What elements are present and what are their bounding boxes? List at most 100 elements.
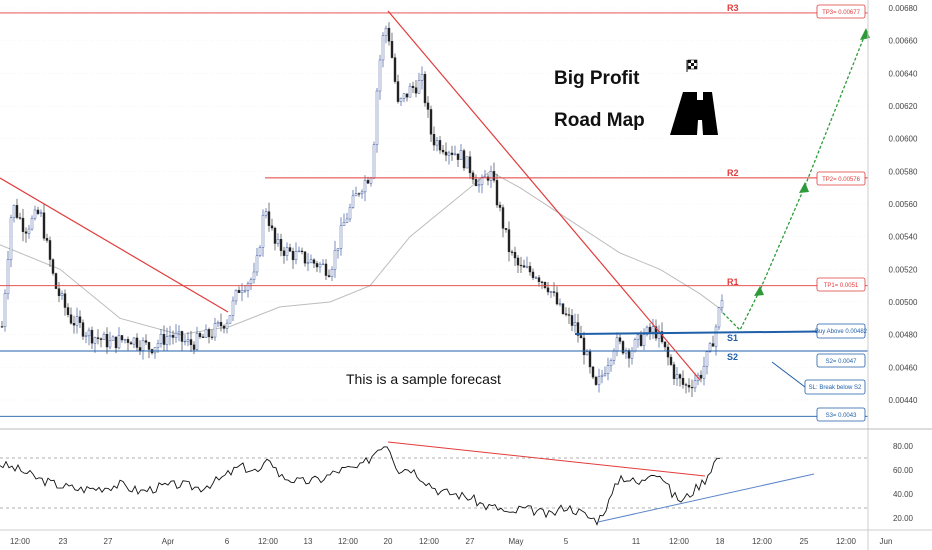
candle-body bbox=[339, 225, 343, 249]
candle-body bbox=[9, 217, 13, 260]
candle-body bbox=[573, 322, 577, 326]
s3-box bbox=[816, 407, 866, 422]
candle-body bbox=[192, 344, 196, 350]
candle-body bbox=[399, 98, 403, 102]
candle-body bbox=[507, 229, 511, 253]
candle-body bbox=[501, 207, 505, 229]
candle-body bbox=[585, 351, 589, 356]
checkered-flag-icon bbox=[686, 59, 698, 72]
candle-body bbox=[300, 250, 304, 253]
candle-body bbox=[240, 290, 244, 293]
candle-body bbox=[444, 151, 448, 156]
buy-box-text: Buy Above 0.00482 bbox=[815, 329, 868, 335]
rsi-downtrend-line bbox=[387, 441, 706, 477]
candle-body bbox=[552, 291, 556, 293]
candle-body bbox=[516, 257, 520, 266]
candle-body bbox=[225, 322, 229, 329]
candle-body bbox=[534, 277, 538, 279]
candle-body bbox=[96, 337, 100, 339]
price-tick-label: 0.00500 bbox=[889, 298, 918, 307]
candle-body bbox=[456, 153, 460, 160]
candle-body bbox=[624, 350, 628, 354]
downtrend-line-1 bbox=[0, 177, 229, 313]
s2-box bbox=[816, 353, 866, 368]
candle-body bbox=[288, 247, 292, 252]
candle-body bbox=[312, 259, 316, 264]
candle-body bbox=[510, 251, 514, 253]
candle-body bbox=[669, 356, 673, 365]
candle-body bbox=[42, 212, 46, 239]
candle-body bbox=[711, 343, 715, 347]
candle-body bbox=[186, 339, 190, 342]
time-tick-label: 20 bbox=[384, 537, 393, 546]
candle-body bbox=[87, 329, 91, 337]
time-tick-label: 12:00 bbox=[752, 537, 773, 546]
candle-body bbox=[612, 351, 616, 361]
candle-body bbox=[426, 102, 430, 110]
candle-body bbox=[156, 343, 160, 348]
candle-body bbox=[336, 248, 340, 251]
candle-body bbox=[561, 303, 565, 314]
candle-body bbox=[102, 333, 106, 340]
candle-body bbox=[528, 266, 532, 273]
candle-body bbox=[69, 314, 73, 324]
candle-body bbox=[99, 338, 103, 340]
rsi-panel: 80.00 60.00 40.00 20.00 bbox=[0, 441, 914, 526]
candle-body bbox=[108, 340, 112, 348]
candle-body bbox=[480, 177, 484, 185]
tp1-box bbox=[816, 277, 866, 292]
candle-body bbox=[306, 262, 310, 264]
candle-body bbox=[453, 153, 457, 155]
candle-body bbox=[141, 340, 145, 351]
candle-body bbox=[357, 193, 361, 195]
candle-body bbox=[360, 191, 364, 195]
candle-body bbox=[489, 171, 493, 181]
candle-body bbox=[438, 140, 442, 151]
candle-body bbox=[363, 180, 367, 193]
candle-body bbox=[15, 205, 19, 218]
candle-body bbox=[120, 335, 124, 341]
candle-body bbox=[342, 222, 346, 226]
tp3-box bbox=[816, 4, 866, 19]
price-tick-label: 0.00580 bbox=[889, 167, 918, 176]
candle-body bbox=[597, 376, 601, 385]
candle-body bbox=[60, 293, 64, 296]
candle-body bbox=[123, 339, 127, 341]
candle-body bbox=[153, 347, 157, 354]
candle-body bbox=[642, 334, 646, 346]
candle-body bbox=[66, 307, 70, 315]
candle-body bbox=[201, 336, 205, 338]
candle-body bbox=[315, 263, 319, 268]
price-tick-label: 0.00480 bbox=[889, 331, 918, 340]
candle-body bbox=[387, 27, 391, 42]
candle-body bbox=[405, 93, 409, 98]
candle-body bbox=[576, 322, 580, 336]
candle-body bbox=[147, 342, 151, 350]
candle-body bbox=[531, 271, 535, 278]
price-axis: 0.00440 0.00460 0.00480 0.00500 0.00520 0.005… bbox=[889, 4, 918, 405]
rsi-tick-label: 40.00 bbox=[893, 490, 914, 499]
candle-body bbox=[279, 239, 283, 251]
price-tick-label: 0.00520 bbox=[889, 265, 918, 274]
candle-body bbox=[216, 322, 220, 324]
candle-body bbox=[54, 273, 58, 289]
candle-body bbox=[237, 290, 241, 293]
candle-body bbox=[138, 347, 142, 351]
buy-box bbox=[816, 323, 866, 339]
price-tick-label: 0.00620 bbox=[889, 102, 918, 111]
level-label-s2: S2 bbox=[727, 352, 738, 362]
s2-box-text: S2= 0.0047 bbox=[826, 359, 858, 365]
rsi-tick-label: 80.00 bbox=[893, 442, 914, 451]
candle-body bbox=[414, 87, 418, 94]
candle-body bbox=[321, 263, 325, 265]
candle-body bbox=[264, 211, 268, 216]
candle-body bbox=[606, 365, 610, 374]
candle-body bbox=[465, 156, 469, 169]
candle-body bbox=[429, 109, 433, 135]
title-line-1: Big Profit bbox=[554, 68, 640, 89]
time-tick-label: 12:00 bbox=[338, 537, 359, 546]
tp1-box-text: TP1= 0.0051 bbox=[824, 283, 859, 289]
sample-forecast-note: This is a sample forecast bbox=[346, 371, 501, 387]
